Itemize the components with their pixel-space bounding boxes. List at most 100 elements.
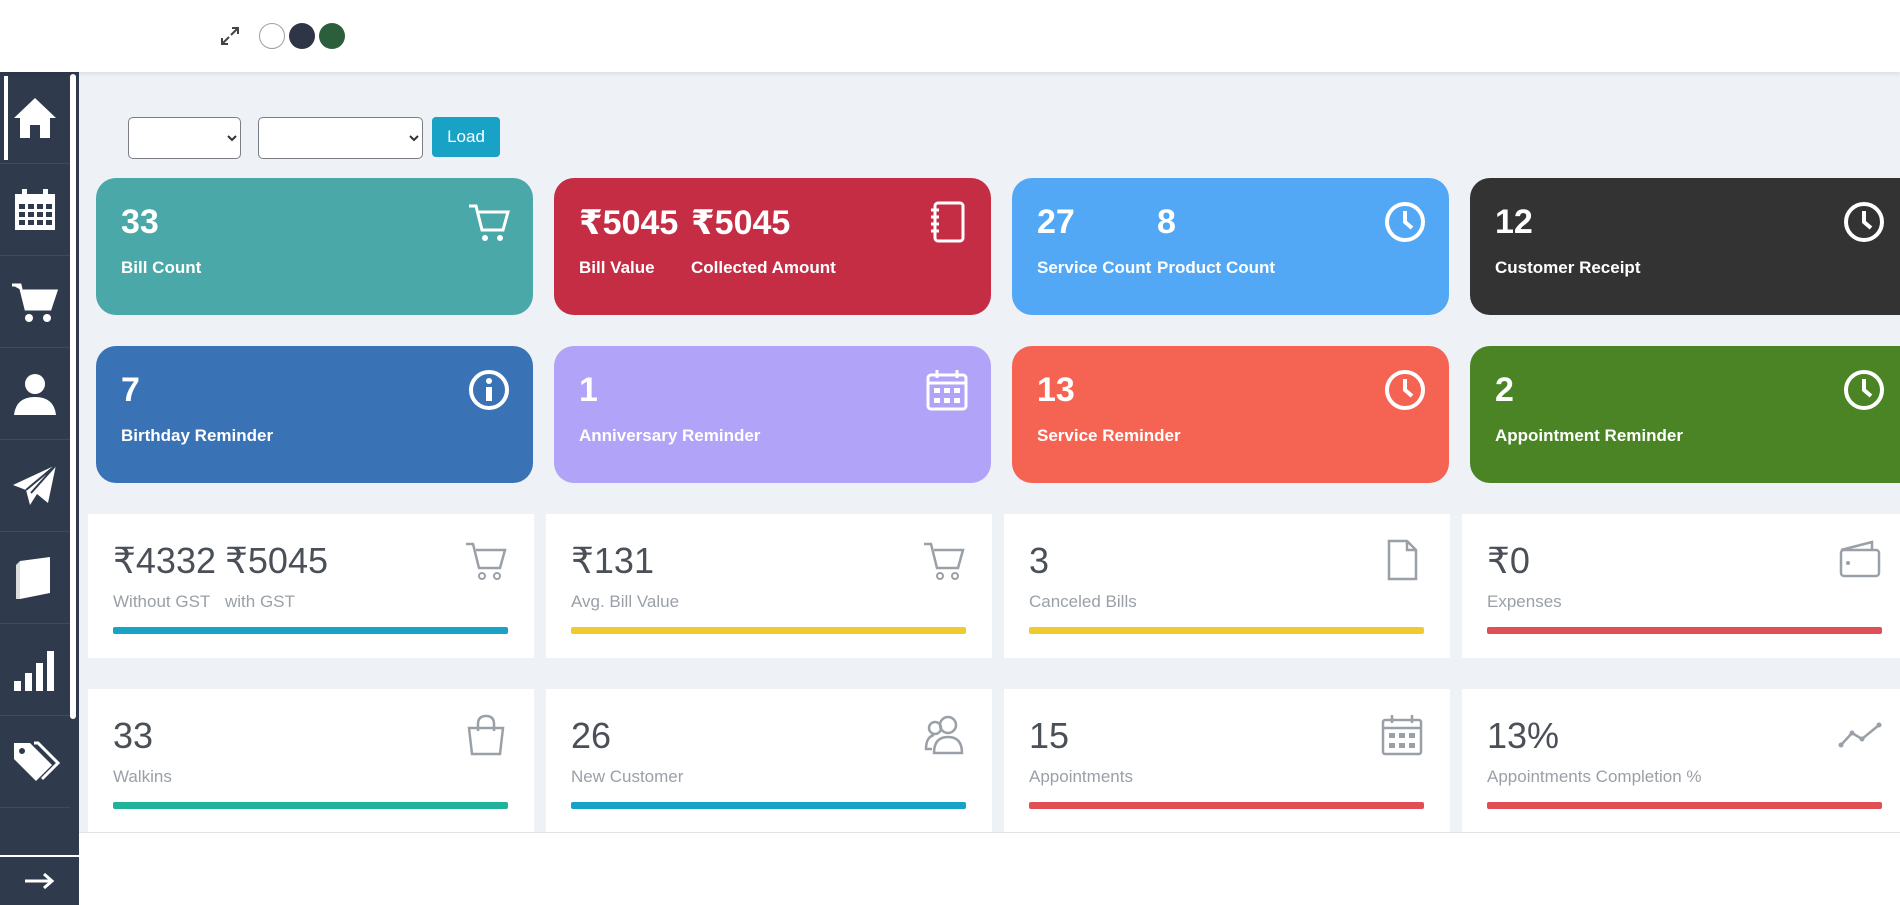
card-label: Service Count [1037, 258, 1152, 277]
tile-progress-bar [571, 802, 966, 809]
tile-label: Expenses [1487, 592, 1562, 611]
tile-value: ₹131 [571, 540, 654, 581]
user-icon [14, 373, 56, 415]
calendar-icon [15, 188, 55, 230]
collapse-sidebar-button[interactable] [0, 855, 79, 905]
card-label-2: Product Count [1157, 258, 1276, 277]
tile-value: 26 [571, 715, 612, 756]
bar-chart-icon [14, 650, 54, 691]
tile-progress-bar [1029, 802, 1424, 809]
card-appointment-reminder[interactable]: 2 Appointment Reminder [1470, 346, 1900, 483]
book-icon [16, 556, 50, 599]
tile-label-2: with GST [225, 592, 295, 611]
tile-progress-bar [1487, 802, 1882, 809]
card-label-2: Collected Amount [691, 258, 836, 277]
clock-icon [1844, 202, 1884, 242]
card-label: Customer Receipt [1495, 258, 1641, 277]
tile-label: Walkins [113, 767, 172, 786]
tile-avg-bill-value: ₹131 Avg. Bill Value [546, 514, 992, 658]
card-label: Appointment Reminder [1495, 426, 1683, 445]
filter-select-1[interactable] [128, 117, 241, 159]
sidebar-item-tags[interactable] [0, 716, 70, 808]
tile-walkins: 33 Walkins [88, 689, 534, 833]
tile-progress-bar [571, 627, 966, 634]
card-service-reminder[interactable]: 13 Service Reminder [1012, 346, 1449, 483]
tile-value: 33 [113, 715, 154, 756]
card-bill-count[interactable]: 33 Bill Count [96, 178, 533, 315]
card-customer-receipt[interactable]: 12 Customer Receipt [1470, 178, 1900, 315]
tile-label: Avg. Bill Value [571, 592, 680, 611]
trend-icon [1838, 722, 1882, 748]
tile-expenses: ₹0 Expenses [1462, 514, 1900, 658]
tile-appointments: 15 Appointments [1004, 689, 1450, 833]
filter-select-2[interactable] [258, 117, 423, 159]
active-indicator [4, 76, 8, 160]
home-icon [14, 97, 56, 138]
cart-icon [924, 542, 965, 580]
card-value: 1 [579, 371, 598, 409]
card-value-2: 8 [1157, 203, 1176, 241]
card-anniversary-reminder[interactable]: 1 Anniversary Reminder [554, 346, 991, 483]
card-value: 33 [121, 203, 159, 241]
tile-label: Canceled Bills [1029, 592, 1137, 611]
tile-value: ₹4332 [113, 540, 216, 581]
tile-label: Appointments [1029, 767, 1133, 786]
sidebar-item-cart[interactable] [0, 256, 70, 348]
load-button[interactable]: Load [432, 117, 500, 157]
tile-progress-bar [1029, 627, 1424, 634]
tile-value: 13% [1487, 715, 1560, 756]
tile-value: ₹0 [1487, 540, 1530, 581]
card-value: 7 [121, 371, 140, 409]
clock-icon [1844, 370, 1884, 410]
card-label: Bill Value [579, 258, 655, 277]
card-value: 12 [1495, 203, 1533, 241]
theme-dot-dark[interactable] [289, 23, 315, 49]
tile-label: New Customer [571, 767, 684, 786]
tile-value-2: ₹5045 [225, 540, 328, 581]
theme-dot-white[interactable] [259, 23, 285, 49]
tile-progress-bar [1487, 627, 1882, 634]
tile-progress-bar [113, 802, 508, 809]
cart-icon [12, 283, 59, 322]
card-label: Anniversary Reminder [579, 426, 761, 445]
wallet-icon [1839, 540, 1881, 578]
notebook-icon [931, 201, 965, 243]
shopping-bag-icon [467, 714, 505, 756]
tile-value: 3 [1029, 540, 1050, 581]
tile-canceled-bills: 3 Canceled Bills [1004, 514, 1450, 658]
file-icon [1387, 539, 1418, 581]
cart-icon [466, 542, 507, 580]
clock-icon [1385, 202, 1425, 242]
card-bill-value[interactable]: ₹5045 Bill Value ₹5045 Collected Amount [554, 178, 991, 315]
sidebar-item-home[interactable] [0, 72, 70, 164]
calendar-icon [926, 370, 968, 411]
tile-label: Without GST [113, 592, 211, 611]
info-icon [469, 370, 509, 410]
expand-icon[interactable] [218, 24, 242, 48]
sidebar [0, 72, 79, 905]
tile-appointments-completion: 13% Appointments Completion % [1462, 689, 1900, 833]
sidebar-item-send[interactable] [0, 440, 70, 532]
card-label: Service Reminder [1037, 426, 1181, 445]
send-icon [13, 463, 57, 505]
calendar-icon [1381, 715, 1423, 756]
tile-label: Appointments Completion % [1487, 767, 1702, 786]
sidebar-scrollbar[interactable] [70, 74, 76, 719]
card-label: Birthday Reminder [121, 426, 274, 445]
card-value: 13 [1037, 371, 1075, 409]
content-footer [79, 832, 1900, 905]
card-birthday-reminder[interactable]: 7 Birthday Reminder [96, 346, 533, 483]
sidebar-item-calendar[interactable] [0, 164, 70, 256]
theme-dot-green[interactable] [319, 23, 345, 49]
card-value: 27 [1037, 203, 1075, 241]
clock-icon [1385, 370, 1425, 410]
sidebar-item-users[interactable] [0, 348, 70, 440]
card-value-2: ₹5045 [691, 204, 791, 242]
users-icon [924, 715, 964, 755]
top-bar [0, 0, 1900, 72]
tile-progress-bar [113, 627, 508, 634]
tile-new-customer: 26 New Customer [546, 689, 992, 833]
sidebar-item-book[interactable] [0, 532, 70, 624]
card-service-count[interactable]: 27 Service Count 8 Product Count [1012, 178, 1449, 315]
sidebar-item-reports[interactable] [0, 624, 70, 716]
